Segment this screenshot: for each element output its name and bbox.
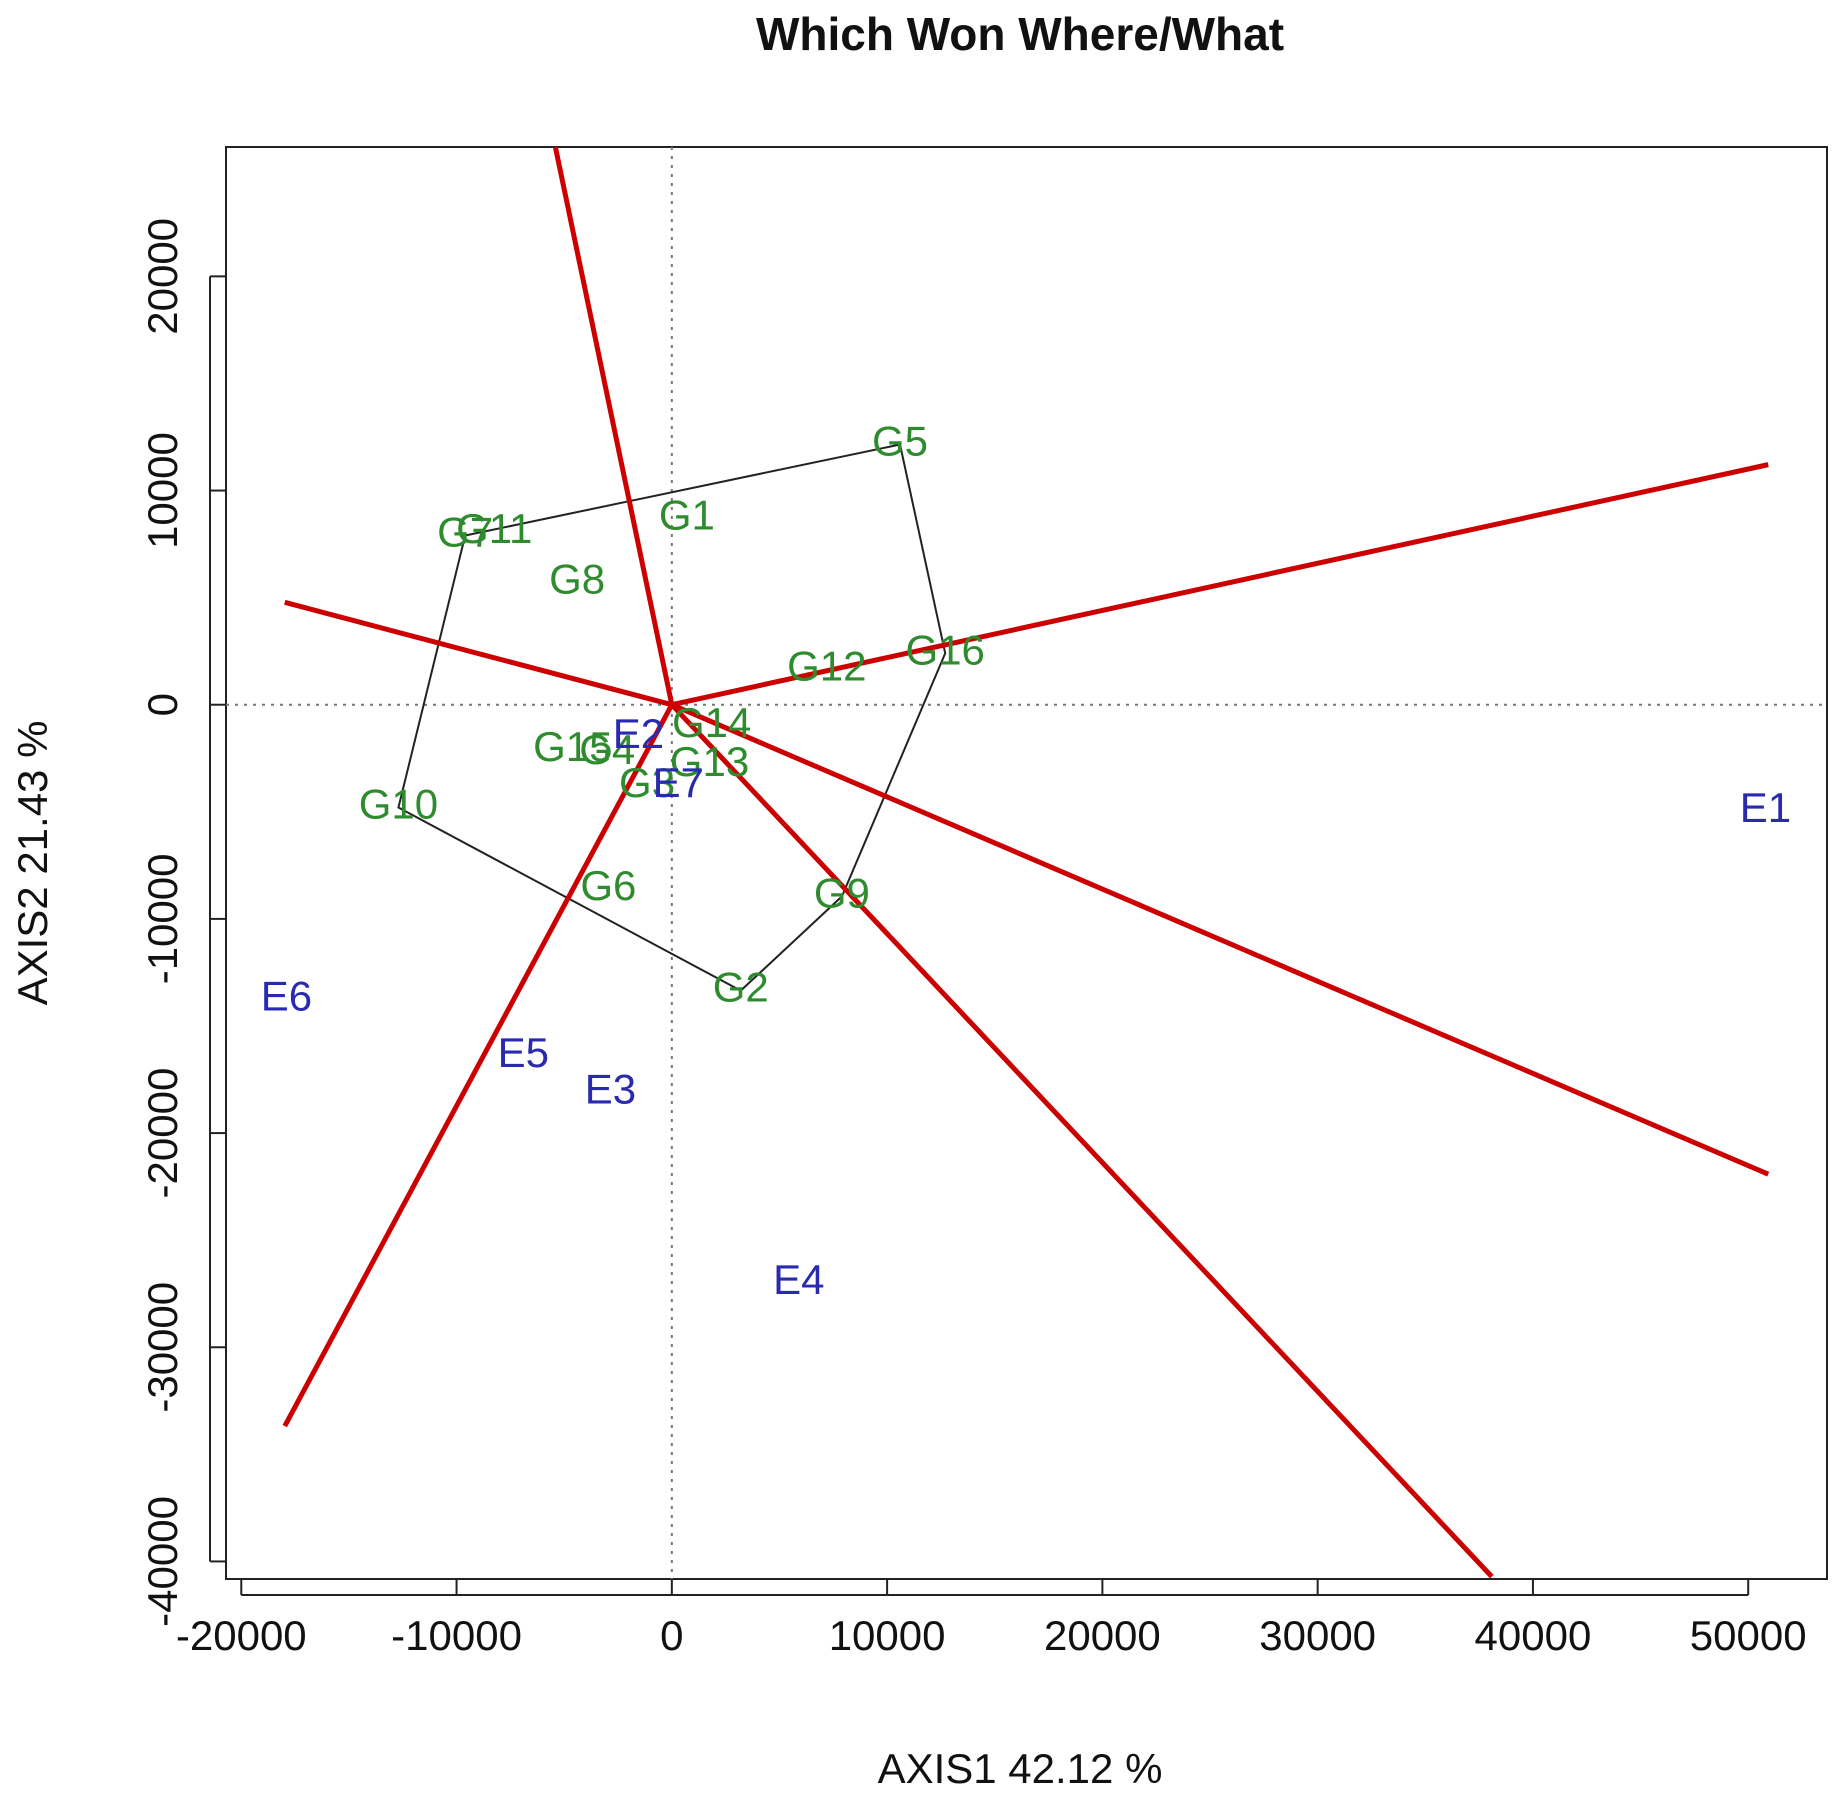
genotype-label: G12 — [787, 642, 866, 689]
y-tick-label: -30000 — [139, 1282, 186, 1413]
genotype-label: G13 — [670, 738, 749, 785]
environment-label: E4 — [773, 1256, 824, 1303]
environment-label: E5 — [498, 1029, 549, 1076]
y-tick-label: -20000 — [139, 1068, 186, 1199]
genotype-label: G9 — [814, 870, 870, 917]
sector-ray — [284, 599, 673, 708]
genotype-label: G7 — [437, 509, 493, 556]
environment-label: E3 — [585, 1065, 636, 1112]
x-tick-label: 0 — [660, 1612, 683, 1659]
genotype-label: G8 — [549, 556, 605, 603]
x-axis-label: AXIS1 42.12 % — [878, 1745, 1163, 1792]
sector-ray — [671, 462, 1769, 708]
genotype-label: G1 — [659, 491, 715, 538]
environment-label: E1 — [1740, 784, 1791, 831]
environment-label: E6 — [261, 972, 312, 1019]
genotype-label: G11 — [456, 505, 532, 552]
x-tick-label: 20000 — [1044, 1612, 1161, 1659]
sector-ray — [670, 703, 1494, 1579]
y-axis-label: AXIS2 21.43 % — [9, 721, 56, 1006]
x-tick-label: 50000 — [1690, 1612, 1807, 1659]
y-tick-label: -40000 — [139, 1496, 186, 1627]
genotype-label: G16 — [906, 626, 985, 673]
sector-ray — [282, 703, 675, 1428]
hull-polygon — [397, 443, 947, 992]
x-tick-label: 30000 — [1259, 1612, 1376, 1659]
x-tick-label: -20000 — [176, 1612, 307, 1659]
environment-label: E7 — [653, 759, 704, 806]
y-tick-label: 0 — [139, 693, 186, 716]
genotype-label: G10 — [359, 781, 438, 828]
genotype-label: G4 — [579, 726, 635, 773]
x-tick-label: 40000 — [1475, 1612, 1592, 1659]
sector-ray — [552, 146, 675, 706]
plot-frame — [225, 146, 1828, 1580]
y-tick-label: -10000 — [139, 854, 186, 985]
x-tick-label: 10000 — [829, 1612, 946, 1659]
genotype-label: G3 — [619, 759, 675, 806]
x-tick-label: -10000 — [391, 1612, 522, 1659]
sector-ray — [670, 702, 1770, 1177]
genotype-label: G6 — [580, 862, 636, 909]
genotype-label: G2 — [713, 964, 769, 1011]
environment-label: E2 — [613, 710, 664, 757]
y-tick-label: 20000 — [139, 218, 186, 335]
genotype-label: G5 — [872, 418, 928, 465]
chart-title: Which Won Where/What — [756, 8, 1284, 60]
genotype-label: G14 — [672, 699, 751, 746]
genotype-label: G15 — [533, 723, 612, 770]
y-tick-label: 10000 — [139, 432, 186, 549]
